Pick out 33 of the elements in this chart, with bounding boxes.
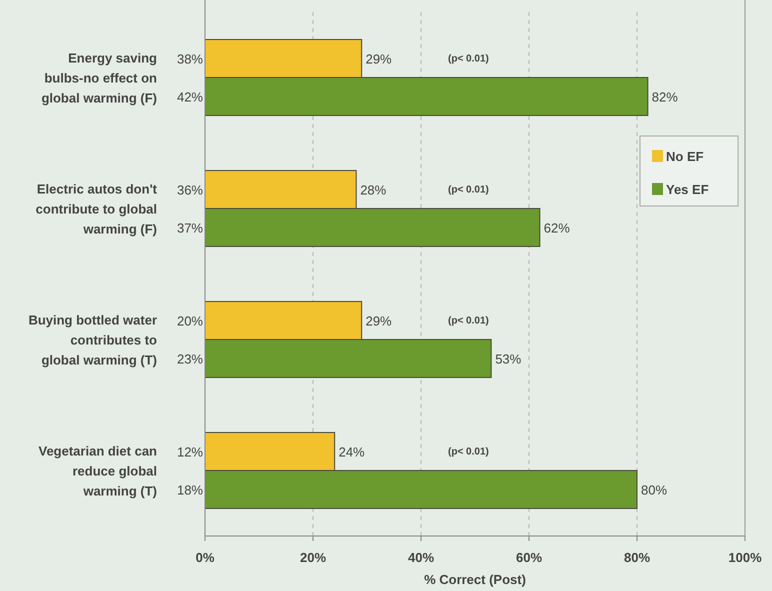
y-tick-label: Buying bottled water contributes to global warming (T) (28, 312, 158, 368)
text: 37% (176, 220, 204, 236)
text: 23% (176, 351, 204, 366)
legend-label: No EF (666, 149, 704, 164)
y-tick-label: Electric autos don't contribute to global warming (F) (36, 182, 158, 236)
annotation: (p< 0.01) (448, 446, 489, 458)
text: 18% (176, 482, 204, 498)
data-label: 29% (366, 52, 392, 67)
y-tick-label: Vegetarian diet can reduce global warming (T) (38, 444, 158, 498)
data-label: 62% (544, 220, 570, 236)
annotation: (p< 0.01) (448, 316, 489, 327)
data-label: 80% (641, 482, 668, 498)
y-tick-label: Energy saving bulbs-no effect on global warming (F) (41, 50, 158, 106)
text: 12% (176, 444, 204, 460)
x-tick-label: 80% (624, 550, 650, 565)
text: 36% (176, 182, 204, 198)
annotation: (p< 0.01) (448, 184, 489, 196)
x-axis-title: % Correct (Post) (424, 572, 526, 587)
annotation: (p< 0.01) (448, 54, 489, 65)
x-tick-label: 100% (728, 550, 762, 565)
x-tick-label: 20% (300, 550, 326, 565)
text: 42% (176, 89, 204, 104)
text: 20% (176, 314, 204, 329)
x-tick-label: 40% (408, 550, 434, 565)
text: 38% (176, 52, 204, 67)
data-label: 29% (366, 314, 392, 329)
data-label: 24% (338, 444, 366, 460)
x-tick-label: 60% (516, 550, 542, 565)
data-label: 82% (652, 89, 678, 104)
data-label: 28% (360, 182, 387, 198)
data-label: 53% (495, 351, 522, 366)
x-tick-label: 0% (196, 550, 215, 565)
legend-label: Yes EF (666, 182, 709, 197)
